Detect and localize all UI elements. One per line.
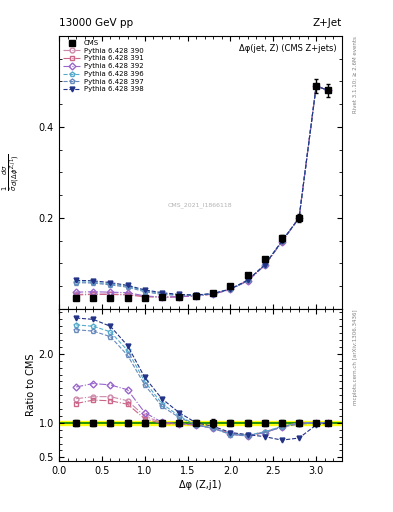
Text: Δφ(jet, Z) (CMS Z+jets): Δφ(jet, Z) (CMS Z+jets) <box>239 44 336 53</box>
Text: Rivet 3.1.10; ≥ 2.6M events: Rivet 3.1.10; ≥ 2.6M events <box>353 36 358 113</box>
Y-axis label: Ratio to CMS: Ratio to CMS <box>26 354 36 416</box>
Text: 13000 GeV pp: 13000 GeV pp <box>59 18 133 28</box>
Text: Z+Jet: Z+Jet <box>313 18 342 28</box>
Y-axis label: $\frac{1}{\bar{\sigma}}\frac{d\sigma}{d(\Delta\phi^{Z,j1})}$: $\frac{1}{\bar{\sigma}}\frac{d\sigma}{d(… <box>1 154 22 191</box>
Text: CMS_2021_I1866118: CMS_2021_I1866118 <box>168 202 233 208</box>
X-axis label: Δφ (Z,j1): Δφ (Z,j1) <box>179 480 222 490</box>
Text: mcplots.cern.ch [arXiv:1306.3436]: mcplots.cern.ch [arXiv:1306.3436] <box>353 309 358 404</box>
Bar <box>59 421 342 425</box>
Legend: CMS, Pythia 6.428 390, Pythia 6.428 391, Pythia 6.428 392, Pythia 6.428 396, Pyt: CMS, Pythia 6.428 390, Pythia 6.428 391,… <box>62 38 145 94</box>
